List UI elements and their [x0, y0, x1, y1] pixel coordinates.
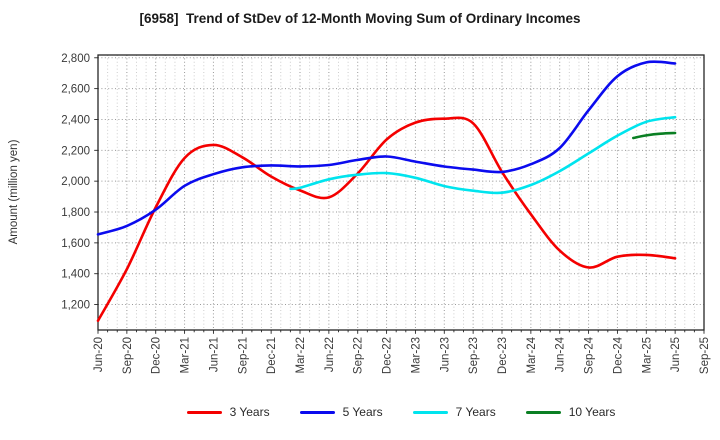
svg-text:2,800: 2,800	[61, 53, 90, 65]
legend-label-3-years: 3 Years	[229, 405, 270, 419]
svg-text:Sep-25: Sep-25	[699, 337, 711, 374]
chart-title: [6958] Trend of StDev of 12-Month Moving…	[139, 11, 581, 26]
svg-text:2,400: 2,400	[61, 115, 90, 127]
svg-text:2,200: 2,200	[61, 145, 90, 157]
legend-label-7-years: 7 Years	[455, 405, 496, 419]
svg-text:Jun-22: Jun-22	[324, 337, 336, 372]
legend-label-10-years: 10 Years	[568, 405, 616, 419]
svg-text:Sep-20: Sep-20	[122, 337, 134, 374]
svg-text:Mar-25: Mar-25	[641, 337, 653, 373]
svg-text:2,000: 2,000	[61, 176, 90, 188]
legend-line-swatch-7-years	[412, 410, 448, 414]
svg-text:Mar-23: Mar-23	[410, 337, 422, 373]
legend: 3 Years 5 Years 7 Years 10 Years	[98, 405, 704, 419]
svg-text:Sep-24: Sep-24	[584, 336, 596, 374]
svg-text:Sep-23: Sep-23	[468, 337, 480, 374]
legend-item-7-years: 7 Years	[412, 405, 496, 419]
legend-label-5-years: 5 Years	[342, 405, 383, 419]
svg-text:Jun-20: Jun-20	[93, 337, 105, 372]
svg-text:Jun-21: Jun-21	[208, 337, 220, 372]
svg-text:Jun-25: Jun-25	[670, 337, 682, 372]
svg-text:Mar-22: Mar-22	[295, 337, 307, 373]
svg-text:Dec-21: Dec-21	[266, 337, 278, 374]
svg-text:1,400: 1,400	[61, 269, 90, 281]
svg-text:Dec-23: Dec-23	[497, 337, 509, 374]
svg-text:Dec-20: Dec-20	[151, 337, 163, 374]
svg-text:Jun-24: Jun-24	[555, 336, 567, 372]
svg-text:1,800: 1,800	[61, 207, 90, 219]
plot-area: 1,200 1,400 1,600 1,800 2,000 2,200 2,400 2,600…	[61, 53, 711, 374]
legend-item-3-years: 3 Years	[186, 405, 270, 419]
svg-text:1,200: 1,200	[61, 300, 90, 312]
svg-text:Jun-23: Jun-23	[439, 337, 451, 372]
legend-line-swatch-5-years	[299, 410, 335, 414]
svg-text:Dec-22: Dec-22	[382, 337, 394, 374]
svg-text:Sep-21: Sep-21	[237, 337, 249, 374]
svg-text:Mar-24: Mar-24	[526, 336, 538, 373]
legend-item-10-years: 10 Years	[525, 405, 616, 419]
legend-line-swatch-10-years	[525, 410, 561, 414]
svg-text:Sep-22: Sep-22	[353, 337, 365, 374]
svg-text:Mar-21: Mar-21	[180, 337, 192, 373]
legend-line-swatch-3-years	[186, 410, 222, 414]
svg-text:1,600: 1,600	[61, 238, 90, 250]
svg-text:Dec-24: Dec-24	[612, 336, 624, 374]
legend-item-5-years: 5 Years	[299, 405, 383, 419]
svg-text:2,600: 2,600	[61, 84, 90, 96]
